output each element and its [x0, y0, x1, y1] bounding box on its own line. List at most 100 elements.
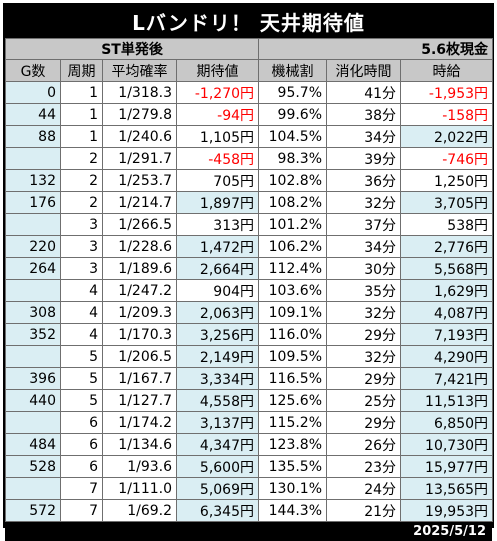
avg-prob-cell: 1/209.3	[102, 301, 177, 324]
payout-rate-cell: 103.6%	[258, 279, 328, 302]
hourly-cell: 15,977円	[400, 455, 494, 478]
payout-rate-cell: 101.2%	[258, 213, 328, 236]
avg-prob-cell: 1/93.6	[102, 455, 177, 478]
hourly-cell: 538円	[400, 213, 494, 236]
hourly-cell: -746円	[400, 147, 494, 170]
date-footer: 2025/5/12	[5, 522, 492, 541]
table-row: 528 6 1/93.6 5,600円 135.5% 23分 15,977円	[5, 455, 494, 478]
time-cell: 32分	[326, 191, 402, 214]
col-header-payout-rate: 機械割	[258, 59, 328, 82]
payout-rate-cell: 104.5%	[258, 125, 328, 148]
avg-prob-cell: 1/206.5	[102, 345, 177, 368]
payout-rate-cell: 116.5%	[258, 367, 328, 390]
cycle-cell: 4	[60, 301, 103, 324]
exchange-label: 5.6枚現金	[258, 38, 494, 60]
avg-prob-cell: 1/253.7	[102, 169, 177, 192]
payout-rate-cell: 116.0%	[258, 323, 328, 346]
table-row: 220 3 1/228.6 1,472円 106.2% 34分 2,776円	[5, 235, 494, 258]
cycle-cell: 2	[60, 191, 103, 214]
hourly-cell: 10,730円	[400, 433, 494, 456]
col-header-cycle: 周期	[60, 59, 103, 82]
expected-value-cell: 2,063円	[175, 301, 260, 324]
avg-prob-cell: 1/134.6	[102, 433, 177, 456]
subheader-row: ST単発後 5.6枚現金	[4, 38, 494, 60]
games-cell: 44	[5, 103, 61, 126]
avg-prob-cell: 1/214.7	[102, 191, 177, 214]
avg-prob-cell: 1/189.6	[102, 257, 177, 280]
payout-rate-cell: 144.3%	[258, 499, 328, 522]
col-header-time: 消化時間	[326, 59, 402, 82]
time-cell: 37分	[326, 213, 402, 236]
games-cell: 572	[5, 499, 61, 522]
hourly-cell: 4,087円	[400, 301, 494, 324]
col-header-hourly: 時給	[400, 59, 494, 82]
avg-prob-cell: 1/291.7	[102, 147, 177, 170]
payout-rate-cell: 98.3%	[258, 147, 328, 170]
avg-prob-cell: 1/127.7	[102, 389, 177, 412]
avg-prob-cell: 1/240.6	[102, 125, 177, 148]
table-row: 396 5 1/167.7 3,334円 116.5% 29分 7,421円	[5, 367, 494, 390]
expected-value-cell: 5,069円	[175, 477, 260, 500]
payout-rate-cell: 106.2%	[258, 235, 328, 258]
table-row: 3 1/266.5 313円 101.2% 37分 538円	[5, 213, 494, 236]
time-cell: 38分	[326, 103, 402, 126]
time-cell: 29分	[326, 323, 402, 346]
games-cell: 264	[5, 257, 61, 280]
time-cell: 34分	[326, 125, 402, 148]
col-header-games: G数	[5, 59, 61, 82]
payout-rate-cell: 95.7%	[258, 81, 328, 104]
avg-prob-cell: 1/174.2	[102, 411, 177, 434]
games-cell: 352	[5, 323, 61, 346]
expected-value-cell: -94円	[175, 103, 260, 126]
cycle-cell: 3	[60, 235, 103, 258]
hourly-cell: 1,250円	[400, 169, 494, 192]
table-row: 88 1 1/240.6 1,105円 104.5% 34分 2,022円	[5, 125, 494, 148]
games-cell: 440	[5, 389, 61, 412]
games-cell	[5, 147, 61, 170]
table-row: 7 1/111.0 5,069円 130.1% 24分 13,565円	[5, 477, 494, 500]
cycle-cell: 7	[60, 499, 103, 522]
expected-value-cell: 2,149円	[175, 345, 260, 368]
page-title: Lバンドリ！ 天井期待値	[5, 5, 492, 38]
payout-rate-cell: 102.8%	[258, 169, 328, 192]
avg-prob-cell: 1/279.8	[102, 103, 177, 126]
hourly-cell: -158円	[400, 103, 494, 126]
expected-value-table: ST単発後 5.6枚現金 G数 周期 平均確率 期待値 機械割 消化時間 時給 …	[4, 38, 494, 522]
table-row: 352 4 1/170.3 3,256円 116.0% 29分 7,193円	[5, 323, 494, 346]
cycle-cell: 3	[60, 257, 103, 280]
games-cell: 528	[5, 455, 61, 478]
expected-value-cell: 313円	[175, 213, 260, 236]
expected-value-cell: 705円	[175, 169, 260, 192]
avg-prob-cell: 1/69.2	[102, 499, 177, 522]
cycle-cell: 1	[60, 81, 103, 104]
avg-prob-cell: 1/111.0	[102, 477, 177, 500]
table-row: 6 1/174.2 3,137円 115.2% 29分 6,850円	[5, 411, 494, 434]
table-row: 0 1 1/318.3 -1,270円 95.7% 41分 -1,953円	[5, 81, 494, 104]
cycle-cell: 6	[60, 455, 103, 478]
payout-rate-cell: 112.4%	[258, 257, 328, 280]
date-label: 2025/5/12	[413, 524, 486, 539]
avg-prob-cell: 1/228.6	[102, 235, 177, 258]
payout-rate-cell: 123.8%	[258, 433, 328, 456]
time-cell: 23分	[326, 455, 402, 478]
table-row: 44 1 1/279.8 -94円 99.6% 38分 -158円	[5, 103, 494, 126]
payout-rate-cell: 108.2%	[258, 191, 328, 214]
time-cell: 36分	[326, 169, 402, 192]
cycle-cell: 5	[60, 389, 103, 412]
table-row: 484 6 1/134.6 4,347円 123.8% 26分 10,730円	[5, 433, 494, 456]
time-cell: 25分	[326, 389, 402, 412]
expected-value-cell: 2,664円	[175, 257, 260, 280]
hourly-cell: 4,290円	[400, 345, 494, 368]
games-cell: 396	[5, 367, 61, 390]
time-cell: 32分	[326, 345, 402, 368]
games-cell	[5, 477, 61, 500]
hourly-cell: 3,705円	[400, 191, 494, 214]
games-cell	[5, 345, 61, 368]
cycle-cell: 6	[60, 433, 103, 456]
payout-rate-cell: 135.5%	[258, 455, 328, 478]
cycle-cell: 6	[60, 411, 103, 434]
cycle-cell: 1	[60, 125, 103, 148]
games-cell: 88	[5, 125, 61, 148]
hourly-cell: 1,629円	[400, 279, 494, 302]
games-cell	[5, 411, 61, 434]
